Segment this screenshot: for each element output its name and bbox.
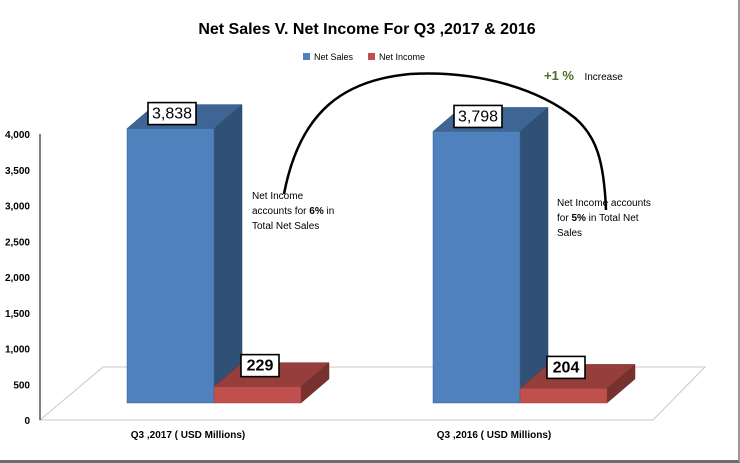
annotation-left-line2-post: in [324,206,335,217]
annotation-left-pct: 6% [309,206,324,217]
bar-front [519,388,608,404]
y-tick-label: 1,500 [5,309,30,320]
annotation-left: Net Income accounts for 6% in Total Net … [252,191,337,232]
bar-side [213,104,243,404]
bar-net-sales-q3-2016 [432,106,549,404]
legend-swatch-net-sales [303,53,310,60]
category-label-q3-2016: Q3 ,2016 ( USD Millions) [437,430,551,441]
y-tick-label: 500 [13,380,30,391]
annotation-right-pct: 5% [571,213,586,224]
legend-label-net-income: Net Income [379,52,425,62]
y-tick-label: 1,000 [5,345,30,356]
annotation-left-line2-pre: accounts for [252,206,309,217]
bar-front [126,128,215,404]
y-tick-label: 3,500 [5,166,30,177]
data-label-net-income-q3-2017: 229 [240,353,280,378]
annotation-left-line3: Total Net Sales [252,221,319,232]
increase-annotation: +1 % Increase [544,67,623,84]
bar-net-sales-q3-2017 [126,104,243,404]
y-tick-label: 0 [24,416,30,427]
bars: 3,838 229 3,798 204 [126,101,636,404]
annotation-right-line2-pre: for [557,213,571,224]
increase-word: Increase [584,72,623,83]
category-label-q3-2017: Q3 ,2017 ( USD Millions) [131,430,245,441]
legend-swatch-net-income [368,53,375,60]
data-label-net-income-q3-2016: 204 [546,355,586,380]
y-tick-label: 4,000 [5,130,30,141]
annotation-right-line2-post: in Total Net [586,213,639,224]
y-tick-label: 3,000 [5,202,30,213]
svg-text:204: 204 [553,359,580,376]
legend-label-net-sales: Net Sales [314,52,354,62]
legend: Net Sales Net Income [303,52,425,62]
y-tick-label: 2,000 [5,273,30,284]
increase-pct: +1 % [544,68,574,83]
annotation-curve [282,72,608,211]
y-tick-label: 2,500 [5,237,30,248]
svg-text:3,838: 3,838 [152,106,192,123]
data-label-net-sales-q3-2016: 3,798 [453,104,503,129]
svg-text:229: 229 [247,358,274,375]
chart-title: Net Sales V. Net Income For Q3 ,2017 & 2… [198,21,535,38]
annotation-right-line1: Net Income accounts [557,198,651,209]
annotation-right: Net Income accounts for 5% in Total Net … [557,198,654,239]
annotation-left-line1: Net Income [252,191,304,202]
bar-front [213,386,302,404]
data-label-net-sales-q3-2017: 3,838 [147,101,197,126]
bar-side [519,106,549,404]
svg-text:3,798: 3,798 [458,108,498,125]
bar-front [432,131,521,404]
annotation-right-line3: Sales [557,228,582,239]
y-tick-labels: 0 500 1,000 1,500 2,000 2,500 3,000 3,500 4,000 [5,130,30,427]
